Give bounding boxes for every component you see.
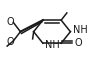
Text: NH: NH <box>45 40 60 50</box>
Text: O: O <box>7 17 14 27</box>
Text: O: O <box>74 38 82 48</box>
Text: NH: NH <box>73 25 88 34</box>
Text: O: O <box>7 37 14 47</box>
